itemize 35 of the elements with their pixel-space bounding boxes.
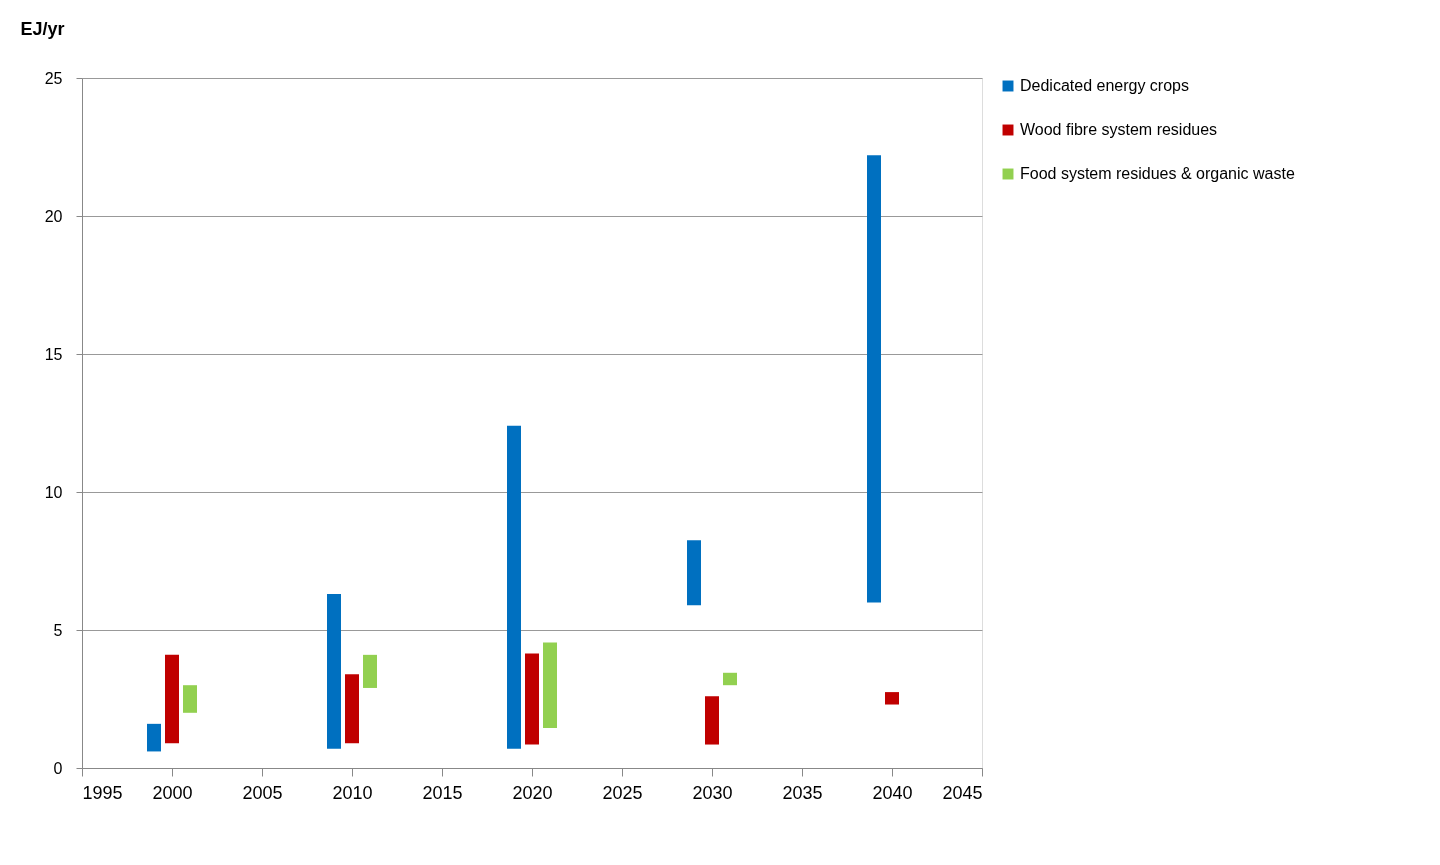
x-tick-label: 2020 [512, 782, 553, 803]
y-tick-label: 25 [44, 69, 63, 87]
bar [885, 692, 899, 705]
bar [543, 642, 557, 728]
x-tick-label: 2010 [332, 782, 373, 803]
bar [147, 723, 161, 752]
bar [165, 654, 179, 744]
x-tick-label: 2015 [422, 782, 463, 803]
bar [363, 654, 377, 688]
bar [327, 594, 341, 749]
bar [507, 425, 521, 749]
bar [183, 685, 197, 713]
x-tick-label: 2040 [872, 782, 913, 803]
bar [345, 674, 359, 744]
x-tick-label: 1995 [82, 782, 123, 803]
x-tick-label: 2045 [942, 782, 983, 803]
legend-label: Dedicated energy crops [1020, 77, 1189, 94]
y-tick-label: 5 [53, 621, 63, 639]
x-tick-label: 2000 [152, 782, 193, 803]
bar [705, 696, 719, 745]
y-tick-label: 0 [53, 759, 63, 777]
y-tick-label: 20 [44, 207, 63, 225]
x-tick-label: 2035 [782, 782, 823, 803]
x-tick-label: 2025 [602, 782, 643, 803]
bar [867, 155, 881, 603]
legend-label: Food system residues & organic waste [1020, 165, 1295, 182]
bar [687, 540, 701, 606]
legend-label: Wood fibre system residues [1020, 121, 1218, 138]
x-tick-label: 2030 [692, 782, 733, 803]
y-tick-label: 15 [44, 345, 63, 363]
y-axis-title: EJ/yr [20, 18, 65, 39]
x-tick-label: 2005 [242, 782, 283, 803]
bar [723, 672, 737, 686]
bar [525, 653, 539, 745]
y-tick-label: 10 [44, 483, 63, 501]
